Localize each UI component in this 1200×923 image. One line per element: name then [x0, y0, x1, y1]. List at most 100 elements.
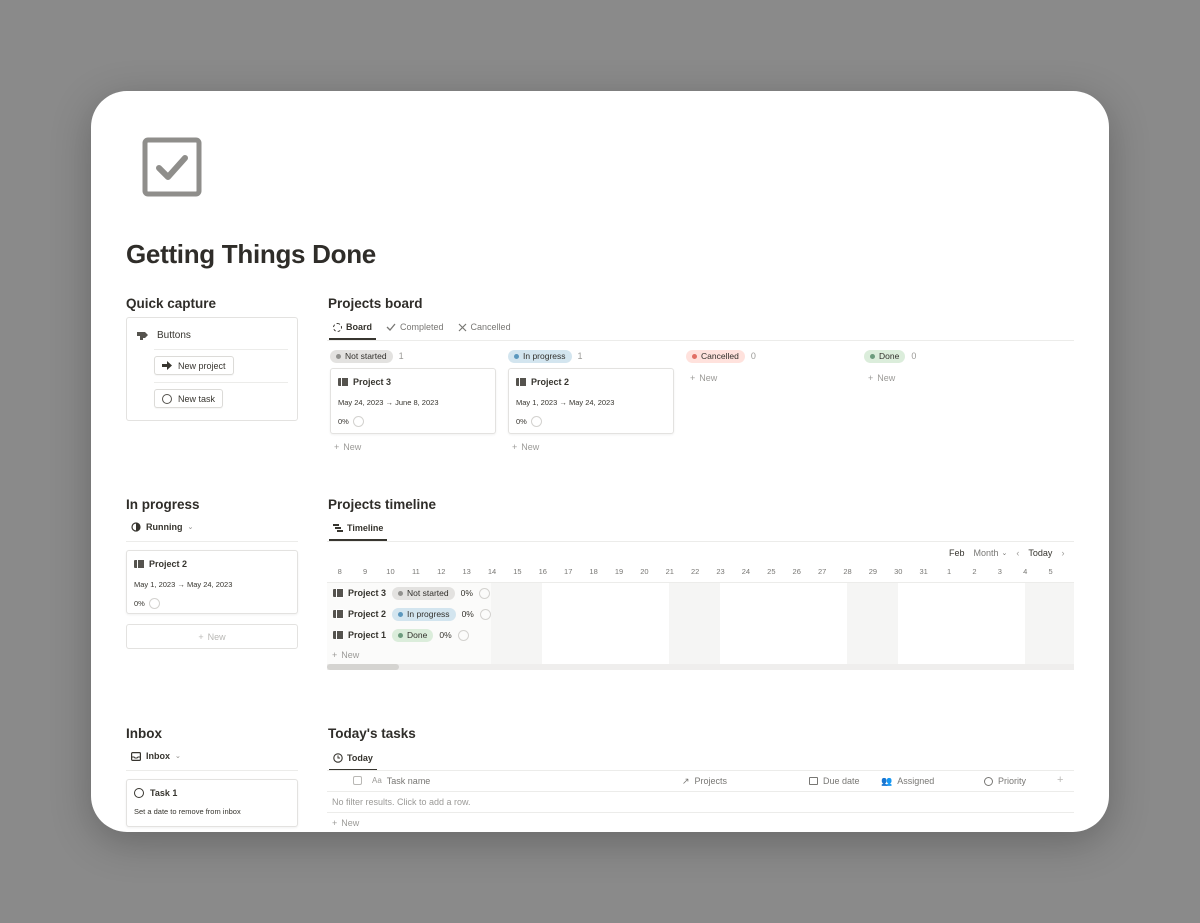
- dashed-circle-icon: [333, 322, 342, 332]
- arrow-forward-icon: [162, 361, 172, 370]
- board-column-done: Done 0: [864, 349, 916, 363]
- column-priority[interactable]: Priority: [984, 776, 1026, 786]
- divider: [154, 349, 288, 350]
- timeline-day-label: 31: [919, 567, 928, 576]
- timeline-day-label: 8: [337, 567, 342, 576]
- checkbox-column-icon[interactable]: [353, 776, 362, 785]
- row-progress: 0%: [460, 588, 473, 598]
- timeline-tabs: Timeline: [328, 519, 388, 541]
- board-new-button[interactable]: + New: [690, 373, 717, 383]
- new-label: New: [341, 650, 360, 660]
- status-label: Not started: [407, 588, 449, 598]
- board-new-button[interactable]: + New: [334, 442, 361, 452]
- timeline-day-header: 7891011121314151617181920212223242526272…: [327, 567, 1074, 581]
- plus-icon: +: [690, 373, 696, 383]
- timeline-row-project-3[interactable]: Project 3 Not started 0%: [333, 585, 490, 601]
- in-progress-card-project-2[interactable]: Project 2 May 1, 2023 → May 24, 2023 0%: [126, 550, 298, 614]
- column-count: 1: [577, 351, 583, 361]
- new-project-button[interactable]: New project: [154, 356, 234, 375]
- tab-cancelled[interactable]: Cancelled: [458, 318, 511, 336]
- tab-completed[interactable]: Completed: [386, 318, 444, 336]
- tab-today[interactable]: Today: [329, 749, 377, 771]
- chevron-left-icon[interactable]: ‹: [1016, 548, 1020, 558]
- empty-results-message[interactable]: No filter results. Click to add a row.: [332, 797, 471, 807]
- timeline-day-label: 10: [386, 567, 395, 576]
- new-task-label: New task: [178, 393, 216, 404]
- tab-board[interactable]: Board: [328, 318, 377, 340]
- new-task-button[interactable]: New task: [154, 389, 224, 408]
- timeline-day-label: 14: [487, 567, 497, 576]
- card-dates: May 1, 2023 → May 24, 2023: [134, 580, 233, 589]
- board-card-project-2[interactable]: Project 2 May 1, 2023 → May 24, 2023 0%: [508, 368, 674, 434]
- card-title: Task 1: [150, 788, 178, 798]
- row-title: Project 2: [348, 609, 387, 619]
- document-icon: [134, 559, 145, 569]
- board-new-button[interactable]: + New: [868, 373, 895, 383]
- timeline-day-label: 16: [538, 567, 547, 576]
- half-circle-icon: [131, 522, 141, 532]
- projects-board-heading: Projects board: [328, 296, 423, 311]
- plus-icon: +: [332, 818, 338, 828]
- timeline-scale-selector[interactable]: Month ⌄: [974, 548, 1008, 558]
- timeline-day-label: 1: [946, 567, 952, 576]
- running-view-selector[interactable]: Running ⌄: [131, 522, 193, 532]
- status-dot: [398, 632, 404, 638]
- progress-ring-icon: [457, 629, 469, 641]
- column-count: 0: [911, 351, 917, 361]
- text-type-icon: Aa: [372, 776, 382, 785]
- chevron-down-icon: ⌄: [1001, 550, 1008, 557]
- timeline-day-label: 25: [767, 567, 776, 576]
- inbox-tray-icon: [131, 751, 141, 761]
- plus-icon: +: [332, 650, 338, 660]
- timeline-today-button[interactable]: Today: [1028, 548, 1053, 558]
- timeline-row-project-1[interactable]: Project 1 Done 0%: [333, 627, 469, 643]
- timeline-day-label: 4: [1023, 567, 1028, 576]
- column-due-date[interactable]: Due date: [809, 776, 860, 786]
- progress-ring-icon: [148, 598, 160, 609]
- calendar-icon: [809, 777, 818, 785]
- new-label: New: [877, 373, 896, 383]
- card-title: Project 2: [149, 559, 188, 569]
- status-dot: [870, 353, 875, 359]
- timeline-day-label: 21: [665, 567, 674, 576]
- board-card-project-3[interactable]: Project 3 May 24, 2023 → June 8, 2023 0%: [330, 368, 496, 434]
- divider: [327, 582, 1074, 583]
- board-column-in-progress: In progress 1: [508, 349, 583, 363]
- timeline-scrollbar-thumb[interactable]: [327, 664, 399, 670]
- card-progress: 0%: [516, 417, 527, 426]
- inbox-card-task-1[interactable]: Task 1 Set a date to remove from inbox: [126, 779, 298, 827]
- relation-arrow-icon: ↗: [682, 776, 690, 786]
- card-progress: 0%: [134, 599, 145, 608]
- column-projects[interactable]: ↗ Projects: [682, 776, 727, 787]
- column-assigned[interactable]: 👥 Assigned: [881, 776, 934, 787]
- tab-timeline[interactable]: Timeline: [328, 519, 388, 541]
- document-icon: [516, 377, 527, 387]
- status-dot: [514, 353, 519, 359]
- status-badge: Cancelled: [686, 349, 745, 363]
- timeline-scrollbar-track[interactable]: [327, 664, 1074, 670]
- column-label: Priority: [998, 776, 1027, 786]
- timeline-day-label: 26: [792, 567, 801, 576]
- in-progress-new-button[interactable]: + New: [126, 624, 298, 649]
- timeline-row-project-2[interactable]: Project 2 In progress 0%: [333, 606, 491, 622]
- progress-ring-icon: [352, 416, 364, 427]
- people-icon: 👥: [881, 776, 893, 786]
- timeline-grid: [327, 583, 1074, 670]
- chevron-right-icon[interactable]: ›: [1061, 548, 1065, 558]
- card-dates: May 24, 2023 → June 8, 2023: [338, 398, 439, 407]
- tasks-new-button[interactable]: + New: [332, 818, 359, 828]
- status-badge: Done: [392, 628, 434, 642]
- timeline-day-label: 30: [894, 567, 903, 576]
- timeline-new-button[interactable]: + New: [332, 650, 359, 660]
- progress-ring-icon: [479, 608, 491, 620]
- tab-today-label: Today: [347, 753, 373, 763]
- priority-icon: [984, 776, 993, 786]
- new-project-label: New project: [178, 360, 226, 371]
- column-task-name[interactable]: Aa Task name: [372, 776, 430, 786]
- todays-tasks-tabs: Today: [329, 749, 377, 771]
- board-new-button[interactable]: + New: [512, 442, 539, 452]
- add-column-plus-icon[interactable]: +: [1057, 774, 1064, 786]
- weekend-column: [1025, 583, 1074, 670]
- inbox-view-selector[interactable]: Inbox ⌄: [131, 751, 181, 761]
- status-badge: In progress: [508, 349, 572, 363]
